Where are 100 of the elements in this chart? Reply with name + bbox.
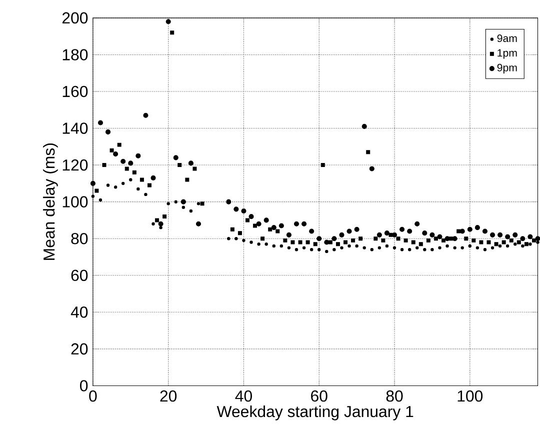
- point: [90, 181, 96, 186]
- point: [136, 153, 141, 158]
- point: [196, 221, 202, 227]
- point: [280, 244, 284, 248]
- y-tick-label: 20: [71, 343, 88, 355]
- point: [196, 202, 200, 206]
- point: [128, 160, 134, 166]
- point: [411, 240, 416, 244]
- point: [140, 178, 144, 182]
- point: [256, 221, 262, 227]
- point: [226, 199, 232, 204]
- point: [246, 218, 250, 222]
- point: [234, 206, 239, 212]
- y-tick-label: 100: [62, 196, 88, 208]
- point: [264, 218, 269, 223]
- point: [460, 228, 465, 234]
- point: [250, 240, 253, 244]
- point: [494, 242, 498, 246]
- point: [392, 246, 396, 250]
- legend-label: 1pm: [498, 49, 517, 59]
- point: [162, 214, 167, 219]
- point: [486, 240, 491, 244]
- point: [346, 228, 352, 234]
- point: [272, 244, 276, 248]
- y-tick-label: 180: [62, 49, 88, 60]
- point: [290, 240, 295, 244]
- point: [316, 236, 322, 242]
- point: [479, 240, 484, 244]
- point: [91, 194, 95, 198]
- point: [426, 238, 430, 243]
- point: [336, 242, 340, 246]
- point: [309, 228, 314, 234]
- point: [200, 202, 204, 206]
- point: [392, 232, 398, 238]
- point: [378, 246, 382, 250]
- point: [310, 248, 314, 252]
- point: [241, 208, 246, 214]
- point: [407, 228, 412, 234]
- point: [520, 236, 526, 242]
- point: [182, 206, 186, 210]
- point: [102, 163, 106, 168]
- point: [370, 248, 374, 252]
- point: [143, 112, 148, 118]
- point: [174, 200, 178, 204]
- y-tick-label: 200: [62, 12, 88, 24]
- point: [344, 240, 348, 244]
- point: [474, 225, 480, 230]
- point: [528, 242, 532, 246]
- point: [173, 155, 178, 160]
- point: [524, 242, 528, 246]
- point: [358, 236, 363, 241]
- point: [514, 242, 517, 246]
- point: [467, 226, 472, 232]
- point: [124, 166, 129, 171]
- point: [170, 30, 174, 35]
- point: [238, 231, 242, 236]
- point: [110, 148, 114, 152]
- point: [498, 232, 503, 238]
- point: [354, 226, 360, 232]
- point: [180, 199, 186, 204]
- point: [483, 248, 487, 252]
- point: [512, 232, 518, 238]
- point: [468, 244, 472, 248]
- point: [369, 166, 374, 172]
- point: [98, 198, 102, 202]
- point: [418, 242, 423, 246]
- point: [189, 210, 193, 213]
- x-tick-label: 100: [458, 390, 483, 402]
- x-axis-title: Weekday starting January 1: [216, 406, 414, 420]
- point: [490, 232, 496, 238]
- point: [248, 214, 254, 220]
- point: [328, 240, 332, 244]
- point: [234, 237, 238, 240]
- point: [416, 246, 419, 250]
- point: [366, 150, 370, 154]
- point: [268, 228, 272, 232]
- point: [505, 234, 510, 240]
- point: [306, 240, 310, 244]
- point: [396, 236, 400, 241]
- point: [340, 246, 344, 250]
- point: [404, 238, 408, 243]
- point: [114, 186, 118, 189]
- point: [286, 232, 292, 238]
- point: [430, 248, 434, 252]
- point: [192, 166, 197, 171]
- point: [298, 240, 302, 244]
- point: [348, 244, 351, 248]
- point: [132, 170, 136, 174]
- point: [414, 221, 420, 227]
- point: [122, 182, 125, 186]
- point: [532, 238, 536, 243]
- point: [159, 226, 162, 230]
- point: [437, 234, 442, 240]
- point: [374, 236, 378, 241]
- point: [166, 202, 170, 206]
- point: [453, 246, 456, 250]
- point: [113, 152, 118, 157]
- point: [152, 222, 155, 226]
- point: [384, 230, 390, 236]
- x-tick-label: 0: [89, 390, 97, 402]
